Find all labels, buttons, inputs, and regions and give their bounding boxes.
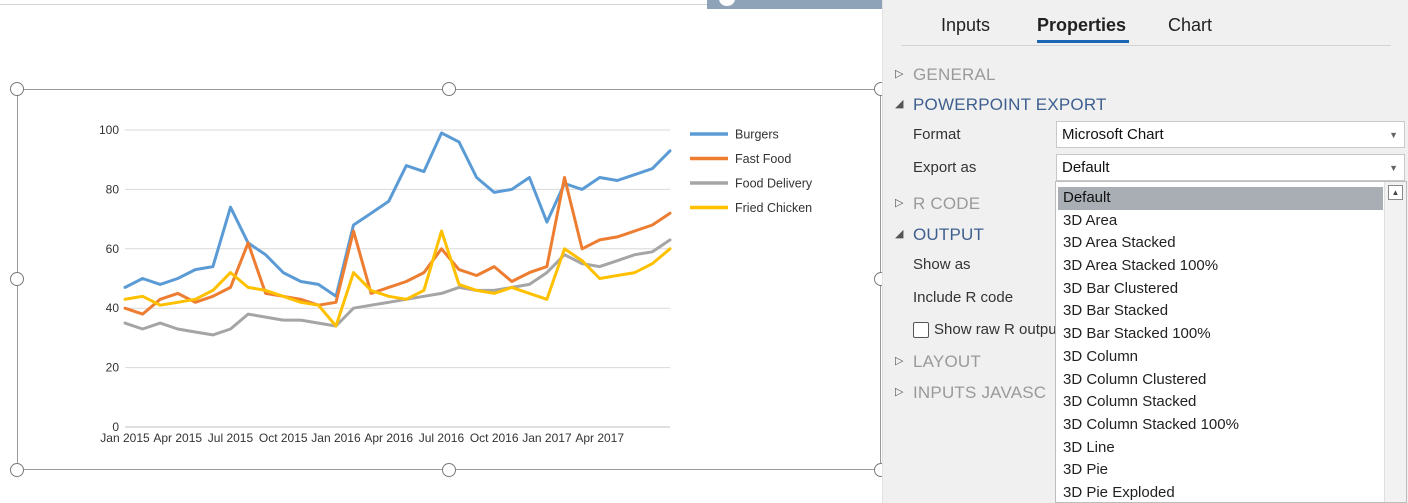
dropdown-option[interactable]: 3D Area [1063,211,1118,229]
section-inputs-javascript-label: INPUTS JAVASC [913,383,1047,402]
show-as-label: Show as [913,256,971,273]
expand-triangle-icon: ▷ [895,68,904,80]
resize-handle-left[interactable] [10,272,24,286]
collapse-triangle-icon: ◢ [895,98,904,110]
format-select-value: Microsoft Chart [1062,126,1164,143]
legend-label: Fried Chicken [735,201,812,215]
resize-handle-bottom-left[interactable] [10,463,24,477]
scroll-up-arrow-icon[interactable]: ▲ [1388,185,1403,200]
section-general[interactable]: ▷ GENERAL [895,65,996,85]
y-tick-label: 0 [112,420,119,434]
series-line-food-delivery [123,238,672,337]
dropdown-option[interactable]: 3D Area Stacked [1063,234,1176,252]
collapse-triangle-icon: ◢ [895,228,904,240]
section-powerpoint-export-label: POWERPOINT EXPORT [913,95,1107,114]
dropdown-option[interactable]: 3D Column Stacked [1063,393,1197,411]
legend-label: Food Delivery [735,177,813,191]
dropdown-option[interactable]: 3D Pie Exploded [1063,483,1175,501]
chart-canvas: 0 20 40 60 80 100 Jan 2015 Apr 2015 Jul 2015 Oct … [0,0,895,477]
show-raw-checkbox[interactable] [913,322,929,338]
dropdown-option[interactable]: 3D Line [1063,438,1115,456]
legend-label: Burgers [735,128,779,142]
section-layout[interactable]: ▷ LAYOUT [895,352,981,372]
dropdown-option[interactable]: 3D Bar Stacked 100% [1063,325,1211,343]
dropdown-options: Default 3D Area 3D Area Stacked 3D Area Sta… [1058,187,1383,502]
x-tick-label: Oct 2016 [470,431,519,445]
x-tick-label: Jan 2015 [100,431,150,445]
dropdown-scrollbar[interactable]: ▲ [1384,182,1406,502]
section-r-code-label: R CODE [913,194,981,213]
expand-triangle-icon: ▷ [895,355,904,367]
section-output[interactable]: ◢ OUTPUT [895,225,985,245]
x-tick-label: Apr 2016 [364,431,413,445]
active-tab-indicator [1037,40,1129,43]
dropdown-option[interactable]: 3D Bar Stacked [1063,302,1169,320]
chevron-down-icon: ▼ [1389,130,1398,140]
x-tick-label: Apr 2015 [153,431,202,445]
x-tick-label: Jan 2016 [311,431,361,445]
y-tick-label: 100 [99,123,119,137]
expand-triangle-icon: ▷ [895,386,904,398]
section-powerpoint-export[interactable]: ◢ POWERPOINT EXPORT [895,95,1107,115]
chevron-down-icon: ▼ [1389,163,1398,173]
x-tick-label: Oct 2015 [259,431,308,445]
resize-handle-top[interactable] [442,82,456,96]
canvas-top-border [0,4,882,5]
tab-properties[interactable]: Properties [1037,15,1127,35]
series-line-fried-chicken [123,229,672,328]
section-general-label: GENERAL [913,65,996,84]
section-r-code[interactable]: ▷ R CODE [895,194,981,214]
tab-chart[interactable]: Chart [1168,15,1213,35]
floating-toolbar-tab[interactable] [707,0,895,9]
toolbar-knob[interactable] [719,0,735,6]
x-tick-label: Apr 2017 [575,431,624,445]
expand-triangle-icon: ▷ [895,197,904,209]
include-r-code-label: Include R code [913,289,1014,306]
y-tick-label: 20 [106,361,120,375]
x-tick-label: Jul 2016 [419,431,465,445]
legend-label: Fast Food [735,152,791,166]
panel-tab-bar: Inputs Properties Chart [901,0,1391,46]
series-line-fast-food [123,176,672,316]
dropdown-option[interactable]: 3D Pie [1063,461,1109,479]
format-select[interactable]: Microsoft Chart ▼ [1056,121,1405,148]
section-output-label: OUTPUT [913,225,985,244]
resize-handle-top-left[interactable] [10,82,24,96]
show-raw-label: Show raw R outpu [934,321,1057,338]
section-layout-label: LAYOUT [913,352,981,371]
line-chart: 0 20 40 60 80 100 Jan 2015 Apr 2015 Jul 2015 Oct … [99,123,813,445]
dropdown-option[interactable]: 3D Column Clustered [1063,370,1207,388]
dropdown-option[interactable]: 3D Area Stacked 100% [1063,257,1219,275]
series-line-burgers [123,131,672,298]
section-inputs-javascript[interactable]: ▷ INPUTS JAVASC [895,383,1047,403]
y-tick-label: 60 [106,242,120,256]
dropdown-option[interactable]: 3D Column [1063,347,1139,365]
dropdown-option[interactable]: 3D Column Stacked 100% [1063,415,1239,433]
dropdown-option[interactable]: Default [1058,187,1383,210]
x-tick-label: Jan 2017 [522,431,572,445]
resize-handle-bottom[interactable] [442,463,456,477]
export-as-select[interactable]: Default ▼ [1056,154,1405,181]
format-label: Format [913,126,961,143]
dropdown-option[interactable]: 3D Bar Clustered [1063,279,1179,297]
x-tick-label: Jul 2015 [208,431,254,445]
export-as-dropdown-list[interactable]: Default 3D Area 3D Area Stacked 3D Area Sta… [1055,181,1407,503]
y-tick-label: 80 [106,182,120,196]
y-tick-label: 40 [106,301,120,315]
export-as-select-value: Default [1062,159,1110,176]
tab-inputs[interactable]: Inputs [941,15,991,35]
export-as-label: Export as [913,159,977,176]
